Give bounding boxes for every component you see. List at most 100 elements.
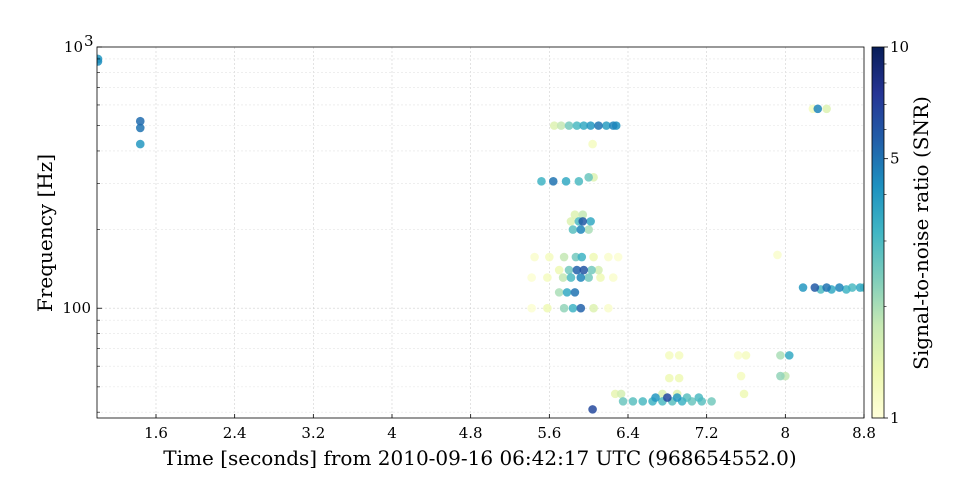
x-tick-label: 4.8 [459, 424, 483, 442]
event-point [736, 371, 746, 381]
colorbar-tick-label: 10 [890, 38, 909, 56]
plot-frame [96, 46, 865, 419]
event-point [602, 121, 611, 130]
event-point [135, 116, 145, 126]
event-point [543, 273, 552, 282]
event-point [784, 351, 794, 360]
event-point [558, 273, 568, 282]
event-point [594, 265, 603, 275]
event-point [548, 177, 558, 186]
event-point [572, 265, 582, 275]
x-tick-label: 7.2 [695, 424, 719, 442]
y-tick-label: 100 [62, 299, 91, 317]
event-point [810, 283, 820, 292]
event-point [562, 288, 572, 297]
event-point [566, 273, 576, 282]
event-point [608, 121, 618, 130]
event-point [855, 283, 864, 292]
event-point [610, 389, 620, 399]
colorbar-label: Signal-to-noise ratio (SNR) [909, 96, 933, 370]
event-point [665, 373, 674, 383]
event-point [527, 273, 536, 282]
event-point [554, 265, 564, 275]
event-point [543, 303, 552, 313]
event-point [579, 121, 589, 130]
event-point [798, 283, 808, 292]
event-point [586, 121, 595, 130]
event-point [530, 252, 539, 262]
event-point [549, 121, 559, 130]
event-point [694, 393, 704, 402]
event-point [616, 389, 626, 399]
event-point [822, 104, 831, 114]
event-point [554, 288, 564, 297]
event-point [586, 217, 595, 226]
event-point [545, 252, 554, 262]
event-point [813, 104, 823, 114]
event-point [618, 397, 628, 406]
event-point [568, 303, 578, 313]
event-point [527, 303, 536, 313]
event-point [604, 303, 613, 313]
event-point [556, 121, 566, 130]
event-point [776, 371, 785, 381]
event-point [587, 265, 596, 275]
event-point [570, 288, 580, 297]
event-point [568, 225, 578, 234]
event-point [584, 173, 593, 182]
event-point [561, 177, 571, 186]
event-point [566, 217, 576, 226]
x-axis-label: Time [seconds] from 2010-09-16 06:42:17 … [163, 446, 796, 470]
y-axis-ticks: 100 10 3 [62, 32, 102, 413]
x-tick-label: 5.6 [537, 424, 561, 442]
event-point [672, 393, 682, 402]
event-point [842, 285, 851, 294]
x-tick-label: 8.8 [852, 424, 876, 442]
event-point [835, 283, 844, 292]
event-point [707, 397, 716, 406]
event-point [604, 252, 613, 262]
event-point [559, 252, 569, 262]
x-tick-label: 6.4 [616, 424, 640, 442]
x-axis-ticks: 1.6 2.4 3.2 4 4.8 5.6 6.4 7.2 8 8.8 [144, 414, 876, 442]
event-point [589, 252, 598, 262]
event-point [577, 252, 587, 262]
event-point [564, 265, 574, 275]
event-point [628, 397, 638, 406]
x-tick-label: 3.2 [301, 424, 325, 442]
event-point [588, 405, 597, 414]
x-tick-label: 8 [781, 424, 791, 442]
event-point [651, 393, 660, 402]
y-tick-label: 10 [64, 38, 83, 56]
event-point [594, 121, 603, 130]
event-point [822, 283, 831, 292]
event-point [584, 225, 593, 234]
y-tick-label-exponent: 3 [84, 32, 94, 50]
data-points [97, 54, 864, 414]
event-point [613, 252, 623, 262]
event-point [733, 351, 743, 360]
event-point [741, 351, 751, 360]
event-point [559, 303, 569, 313]
grid-lines [97, 47, 864, 418]
event-point [135, 123, 145, 133]
event-point [570, 210, 580, 220]
event-point [135, 139, 145, 149]
event-point [674, 351, 684, 360]
event-point [579, 265, 589, 275]
event-point [571, 252, 581, 262]
event-point [739, 389, 749, 399]
colorbar-tick-label: 1 [890, 409, 900, 427]
event-point [608, 273, 618, 282]
event-point [537, 177, 546, 186]
x-tick-label: 4 [387, 424, 397, 442]
event-point [574, 177, 584, 186]
event-point [576, 273, 586, 282]
x-tick-label: 1.6 [144, 424, 168, 442]
event-point [572, 121, 582, 130]
event-point [665, 351, 674, 360]
colorbar-tick-label: 5 [890, 150, 900, 168]
event-point [584, 273, 593, 282]
